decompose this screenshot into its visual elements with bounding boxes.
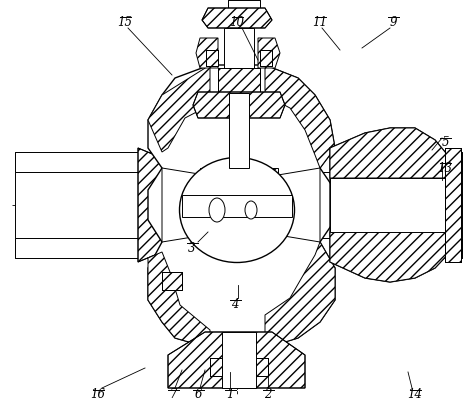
Bar [162, 272, 182, 290]
Polygon shape [258, 38, 280, 68]
Bar [210, 358, 222, 376]
Polygon shape [265, 65, 335, 168]
Text: 3: 3 [188, 241, 196, 254]
Bar [229, 93, 249, 168]
Bar [268, 232, 278, 242]
Bar [222, 332, 256, 388]
Ellipse shape [209, 198, 225, 222]
Bar [224, 28, 254, 68]
Bar [206, 50, 218, 66]
Text: 7: 7 [169, 389, 177, 402]
Bar [218, 68, 260, 93]
Polygon shape [265, 242, 335, 348]
Polygon shape [148, 252, 210, 348]
Polygon shape [330, 128, 460, 178]
Polygon shape [315, 238, 462, 258]
Polygon shape [202, 8, 272, 28]
Polygon shape [193, 92, 285, 118]
Polygon shape [315, 152, 462, 172]
Bar [200, 232, 210, 242]
Polygon shape [330, 232, 460, 282]
Polygon shape [196, 38, 218, 68]
Bar [15, 172, 155, 238]
Bar [445, 148, 461, 262]
Bar [268, 168, 278, 178]
Polygon shape [138, 148, 162, 262]
Bar [162, 272, 182, 290]
Bar [182, 195, 292, 217]
Text: 6: 6 [194, 389, 202, 402]
Bar [15, 152, 155, 172]
Bar [315, 172, 462, 238]
Polygon shape [162, 168, 205, 242]
Text: 2: 2 [264, 389, 272, 402]
Bar [206, 50, 218, 66]
Text: 10: 10 [229, 16, 245, 29]
Polygon shape [148, 65, 210, 152]
Text: 15: 15 [118, 16, 133, 29]
Bar [256, 358, 268, 376]
Text: 4: 4 [231, 299, 239, 312]
Polygon shape [148, 65, 335, 348]
Polygon shape [278, 168, 320, 242]
Bar [256, 358, 268, 376]
Ellipse shape [180, 157, 294, 263]
Bar [200, 168, 210, 178]
Text: 13: 13 [438, 162, 453, 175]
Text: 9: 9 [389, 16, 397, 29]
Bar [260, 50, 272, 66]
Text: 1: 1 [226, 389, 234, 402]
Ellipse shape [245, 201, 257, 219]
Text: 11: 11 [312, 16, 328, 29]
Text: 14: 14 [408, 389, 422, 402]
Polygon shape [330, 128, 460, 282]
Polygon shape [15, 238, 155, 258]
Bar [15, 238, 155, 258]
Bar [210, 358, 222, 376]
Bar [260, 50, 272, 66]
Polygon shape [228, 0, 260, 8]
Bar [315, 238, 462, 258]
Polygon shape [15, 152, 155, 172]
Bar [445, 148, 461, 262]
Bar [330, 178, 460, 232]
Text: 5: 5 [441, 137, 449, 150]
Bar [218, 68, 260, 93]
Text: 16: 16 [91, 389, 106, 402]
Bar [228, 0, 260, 8]
Bar [315, 152, 462, 172]
Polygon shape [168, 332, 305, 388]
